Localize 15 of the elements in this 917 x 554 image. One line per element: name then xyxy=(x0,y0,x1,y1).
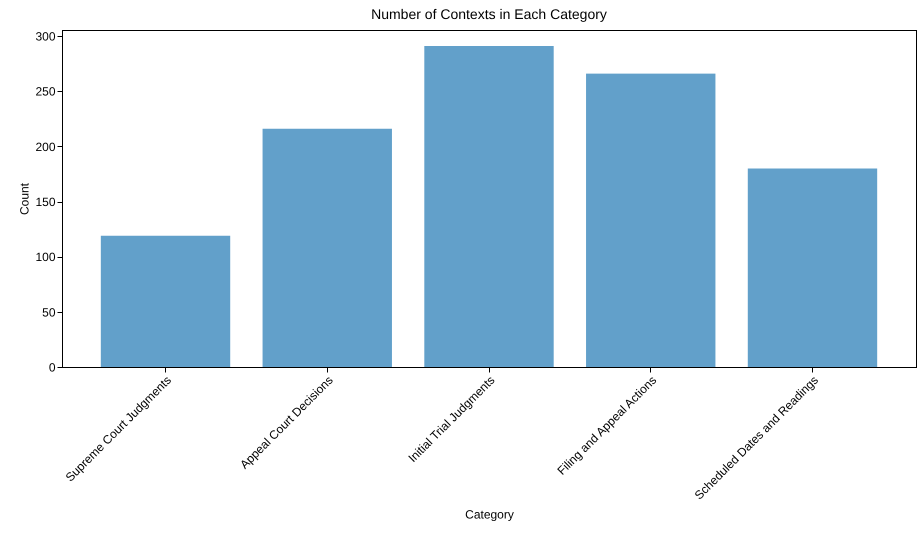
y-tick-label: 50 xyxy=(42,305,56,320)
y-tick-label: 200 xyxy=(35,140,56,154)
y-tick-label: 0 xyxy=(48,360,56,374)
chart-title: Number of Contexts in Each Category xyxy=(371,6,607,22)
y-tick-label: 100 xyxy=(35,250,56,264)
bar xyxy=(424,46,554,367)
x-axis-title: Category xyxy=(465,508,514,522)
bar xyxy=(748,168,878,367)
y-tick-label: 250 xyxy=(35,84,56,99)
bar xyxy=(262,128,392,367)
bar xyxy=(586,74,716,367)
y-tick-label: 300 xyxy=(35,30,56,44)
y-axis-title: Count xyxy=(17,182,32,216)
bar xyxy=(100,236,230,367)
y-tick-label: 150 xyxy=(35,195,56,210)
